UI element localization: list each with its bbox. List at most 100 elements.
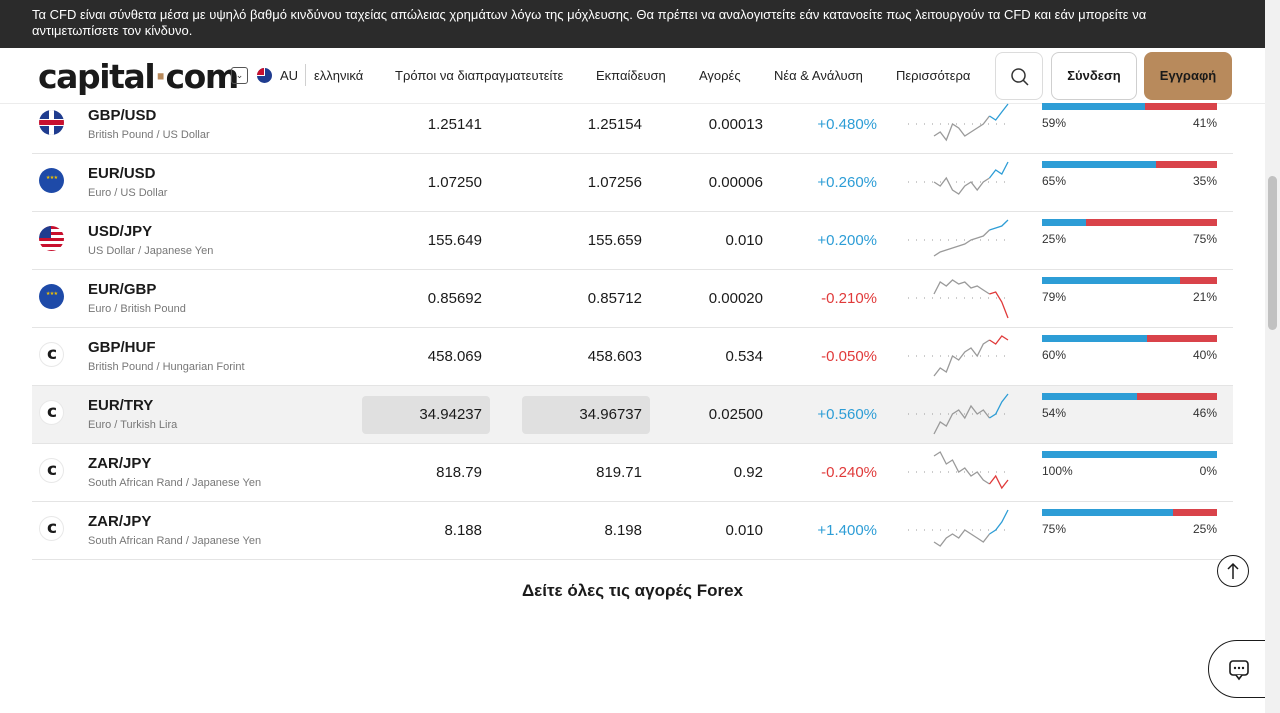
- instrument-symbol[interactable]: EUR/USD: [88, 165, 156, 182]
- buy-price-button[interactable]: 819.71: [596, 464, 642, 481]
- buyers-percent: 79%: [1042, 290, 1067, 304]
- logo-dot: ·: [154, 57, 167, 96]
- page-scrollbar[interactable]: [1265, 0, 1280, 713]
- buy-price-button[interactable]: 458.603: [587, 348, 642, 365]
- sparkline-history: [933, 404, 991, 435]
- login-button[interactable]: Σύνδεση: [1051, 52, 1137, 100]
- buy-price-button[interactable]: 8.198: [604, 522, 642, 539]
- nav-education[interactable]: Εκπαίδευση: [596, 68, 666, 83]
- table-row[interactable]: GBP/HUF British Pound / Hungarian Forint 4…: [32, 328, 1233, 386]
- sparkline-history: [933, 176, 990, 195]
- instrument-symbol[interactable]: ZAR/JPY: [88, 455, 152, 472]
- sell-price-button[interactable]: 1.07250: [427, 174, 482, 191]
- sparkline-recent: [988, 474, 1009, 490]
- change-percent: +0.200%: [817, 232, 877, 249]
- buy-price-button[interactable]: 1.07256: [587, 174, 642, 191]
- search-button[interactable]: [995, 52, 1043, 100]
- instrument-symbol[interactable]: USD/JPY: [88, 223, 153, 240]
- sellers-percent: 0%: [1199, 464, 1217, 478]
- instrument-description: Euro / Turkish Lira: [88, 419, 178, 431]
- sentiment-buyers-fill: [1042, 277, 1181, 284]
- risk-warning-banner: Τα CFD είναι σύνθετα μέσα με υψηλό βαθμό…: [0, 0, 1265, 48]
- sparkline-recent: [989, 335, 1009, 345]
- currency-flag-icon: [39, 284, 64, 309]
- spread-value: 0.00013: [708, 116, 763, 133]
- trader-sentiment: 65% 35%: [1042, 161, 1217, 188]
- buy-price-button[interactable]: 1.25154: [587, 116, 642, 133]
- table-row[interactable]: EUR/TRY Euro / Turkish Lira 34.94237 34.967…: [32, 386, 1233, 444]
- currency-flag-icon: [39, 458, 64, 483]
- scroll-to-top-button[interactable]: [1217, 555, 1249, 587]
- buy-price-button[interactable]: 34.96737: [522, 396, 650, 434]
- instrument-symbol[interactable]: EUR/GBP: [88, 281, 157, 298]
- nav-news-analysis[interactable]: Νέα & Ανάλυση: [774, 68, 863, 83]
- table-row[interactable]: USD/JPY US Dollar / Japanese Yen 155.649 15…: [32, 212, 1233, 270]
- see-all-forex-link[interactable]: Δείτε όλες τις αγορές Forex: [521, 581, 744, 600]
- trader-sentiment: 100% 0%: [1042, 451, 1217, 478]
- instrument-symbol[interactable]: GBP/HUF: [88, 339, 156, 356]
- sparkline-history: [933, 339, 990, 377]
- sparkline-history: [933, 529, 991, 547]
- australia-flag-icon[interactable]: [257, 68, 272, 83]
- sparkline-recent: [989, 509, 1009, 535]
- currency-flag-icon: [39, 342, 64, 367]
- scrollbar-thumb[interactable]: [1268, 176, 1277, 330]
- language-selector[interactable]: ελληνικά: [314, 68, 364, 83]
- sparkline-recent: [988, 161, 1009, 179]
- capital-com-logo[interactable]: capital·com: [38, 57, 239, 96]
- instrument-symbol[interactable]: ZAR/JPY: [88, 513, 152, 530]
- spread-value: 0.010: [725, 232, 763, 249]
- spread-value: 0.534: [725, 348, 763, 365]
- table-row[interactable]: EUR/USD Euro / US Dollar 1.07250 1.07256 0.0…: [32, 154, 1233, 212]
- currency-flag-icon: [39, 516, 64, 541]
- sentiment-buyers-fill: [1042, 451, 1217, 458]
- sell-price-button[interactable]: 8.188: [444, 522, 482, 539]
- sell-price-button[interactable]: 34.94237: [362, 396, 490, 434]
- sparkline-recent: [989, 103, 1009, 121]
- table-row[interactable]: ZAR/JPY South African Rand / Japanese Yen…: [32, 444, 1233, 502]
- logo-text-tail: com: [165, 57, 239, 96]
- chevron-down-icon[interactable]: ⌄: [231, 67, 248, 84]
- table-row[interactable]: ZAR/JPY South African Rand / Japanese Yen…: [32, 502, 1233, 560]
- signup-button[interactable]: Εγγραφή: [1144, 52, 1232, 100]
- arrow-up-icon: [1227, 562, 1239, 579]
- sell-price-button[interactable]: 0.85692: [427, 290, 482, 307]
- nav-markets[interactable]: Αγορές: [699, 68, 741, 83]
- trader-sentiment: 75% 25%: [1042, 509, 1217, 536]
- nav-more[interactable]: Περισσότερα: [896, 68, 971, 83]
- sentiment-buyers-fill: [1042, 509, 1174, 516]
- sentiment-bar: [1042, 393, 1217, 400]
- table-row[interactable]: EUR/GBP Euro / British Pound 0.85692 0.8571…: [32, 270, 1233, 328]
- instrument-symbol[interactable]: EUR/TRY: [88, 397, 154, 414]
- sell-price-button[interactable]: 1.25141: [427, 116, 482, 133]
- sentiment-bar: [1042, 335, 1217, 342]
- chat-button[interactable]: [1208, 640, 1274, 698]
- buy-price-button[interactable]: 155.659: [587, 232, 642, 249]
- sell-price-button[interactable]: 818.79: [436, 464, 482, 481]
- buy-price-button[interactable]: 0.85712: [587, 290, 642, 307]
- table-row[interactable]: GBP/USD British Pound / US Dollar 1.25141 1…: [32, 96, 1233, 154]
- country-selector[interactable]: AU: [280, 68, 299, 83]
- spread-value: 0.02500: [708, 406, 763, 423]
- nav-ways-to-trade[interactable]: Τρόποι να διαπραγματευτείτε: [395, 68, 564, 83]
- sentiment-bar: [1042, 277, 1217, 284]
- trader-sentiment: 54% 46%: [1042, 393, 1217, 420]
- instrument-description: South African Rand / Japanese Yen: [88, 535, 262, 547]
- sparkline-chart: [906, 216, 1012, 266]
- instrument-description: Euro / British Pound: [88, 303, 186, 315]
- sentiment-bar: [1042, 219, 1217, 226]
- spread-value: 0.92: [733, 464, 763, 481]
- buyers-percent: 65%: [1042, 174, 1067, 188]
- sparkline-recent: [989, 393, 1009, 419]
- sellers-percent: 41%: [1192, 116, 1217, 130]
- change-percent: +0.260%: [817, 174, 877, 191]
- instrument-symbol[interactable]: GBP/USD: [88, 107, 157, 124]
- buyers-percent: 25%: [1042, 232, 1067, 246]
- sellers-percent: 21%: [1192, 290, 1217, 304]
- instrument-description: South African Rand / Japanese Yen: [88, 477, 262, 489]
- spread-value: 0.010: [725, 522, 763, 539]
- sell-price-button[interactable]: 458.069: [427, 348, 482, 365]
- sparkline-chart: [906, 158, 1012, 208]
- sell-price-button[interactable]: 155.649: [427, 232, 482, 249]
- sparkline-chart: [906, 332, 1012, 382]
